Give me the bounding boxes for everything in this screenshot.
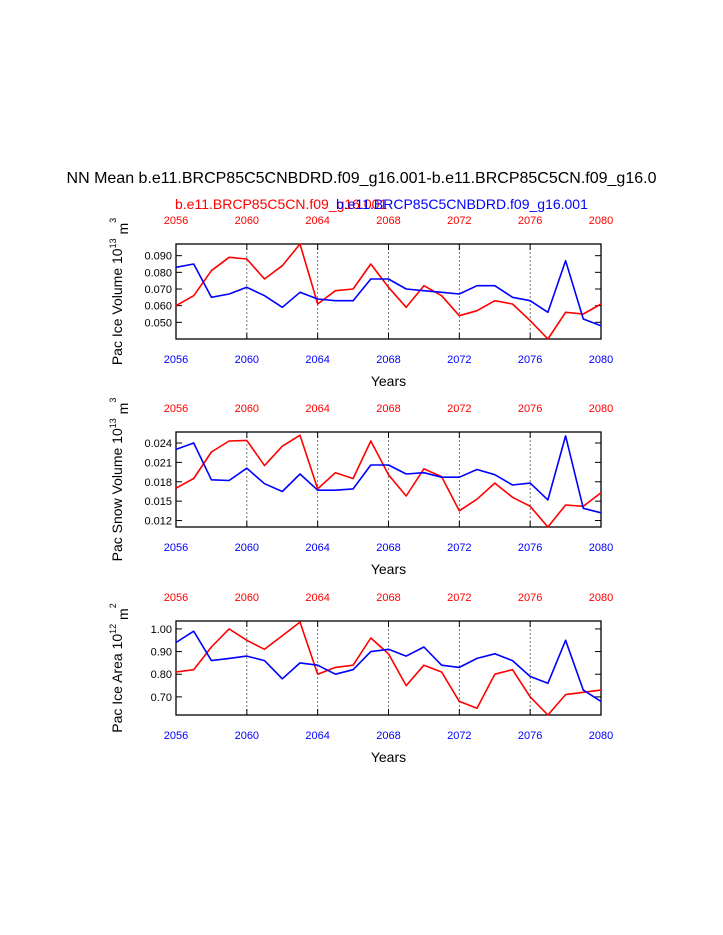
x-tick-label-top: 2076	[518, 215, 542, 227]
series-line-red	[175, 434, 602, 528]
y-axis-title: Pac Ice Area 1012 m2	[108, 603, 131, 732]
y-tick-label: 0.090	[144, 251, 172, 263]
subtitle-red-series: b.e11.BRCP85C5CN.f09_g16.001	[175, 196, 388, 212]
x-tick-label-top: 2060	[235, 403, 259, 415]
x-tick-label-bottom: 2060	[235, 354, 259, 366]
x-tick-label-bottom: 2060	[235, 542, 259, 554]
x-tick-label-bottom: 2056	[164, 542, 188, 554]
x-tick-label-bottom: 2068	[376, 542, 400, 554]
x-tick-label-top: 2072	[447, 403, 471, 415]
y-tick-label: 0.080	[144, 267, 172, 279]
x-tick-label-top: 2072	[447, 215, 471, 227]
y-tick-label: 0.80	[151, 669, 172, 681]
y-tick-label: 0.012	[144, 516, 172, 528]
chart-title: NN Mean b.e11.BRCP85C5CNBDRD.f09_g16.001…	[66, 170, 657, 187]
x-tick-label-bottom: 2076	[518, 542, 542, 554]
x-tick-label-bottom: 2068	[376, 354, 400, 366]
series-line-red	[175, 621, 602, 716]
x-tick-label-bottom: 2064	[305, 542, 329, 554]
x-tick-label-top: 2072	[447, 592, 471, 604]
x-tick-label-bottom: 2060	[235, 730, 259, 742]
x-tick-label-top: 2056	[164, 592, 188, 604]
x-tick-label-bottom: 2064	[305, 354, 329, 366]
x-tick-label-bottom: 2064	[305, 730, 329, 742]
x-tick-label-bottom: 2080	[589, 542, 613, 554]
x-tick-label-top: 2076	[518, 592, 542, 604]
y-tick-label: 0.021	[144, 457, 172, 469]
x-tick-label-bottom: 2076	[518, 354, 542, 366]
x-tick-label-top: 2064	[305, 592, 329, 604]
x-tick-label-bottom: 2072	[447, 730, 471, 742]
y-tick-label: 0.70	[151, 692, 172, 704]
panel-1: 0.050 0.060 0.070 0.080 0.090 2056 2056 2060 206…	[108, 215, 613, 389]
y-tick-label: 0.024	[144, 438, 172, 450]
x-tick-label-bottom: 2068	[376, 730, 400, 742]
x-tick-label-bottom: 2072	[447, 354, 471, 366]
y-axis-title: Pac Snow Volume 1013 m3	[108, 398, 131, 562]
panel-3: 0.70 0.80 0.90 1.00 2056 2056 2060 2060 2064 2064…	[108, 592, 613, 765]
x-tick-label-bottom: 2072	[447, 542, 471, 554]
series-line-blue	[175, 435, 602, 514]
y-axis-title: Pac Ice Volume 1013 m3	[108, 218, 131, 365]
x-axis-title: Years	[371, 561, 406, 577]
x-tick-label-top: 2080	[589, 592, 613, 604]
x-tick-label-top: 2068	[376, 592, 400, 604]
x-tick-label-top: 2060	[235, 592, 259, 604]
x-tick-label-top: 2064	[305, 403, 329, 415]
x-tick-label-top: 2056	[164, 403, 188, 415]
panel-2: 0.012 0.015 0.018 0.021 0.024 2056 2056 2060 206…	[108, 398, 613, 577]
y-tick-label: 0.050	[144, 317, 172, 329]
x-tick-label-top: 2080	[589, 403, 613, 415]
y-tick-label: 0.018	[144, 477, 172, 489]
x-tick-label-top: 2080	[589, 215, 613, 227]
series-line-blue	[175, 630, 602, 703]
x-axis-title: Years	[371, 749, 406, 765]
x-tick-label-top: 2068	[376, 403, 400, 415]
x-tick-label-top: 2060	[235, 215, 259, 227]
x-tick-label-bottom: 2056	[164, 354, 188, 366]
subtitle-blue-series: b.e11.BRCP85C5CNBDRD.f09_g16.001	[336, 196, 588, 212]
x-tick-label-top: 2056	[164, 215, 188, 227]
series-line-red	[175, 243, 602, 340]
x-tick-label-bottom: 2080	[589, 730, 613, 742]
x-tick-label-top: 2064	[305, 215, 329, 227]
x-tick-label-top: 2076	[518, 403, 542, 415]
x-tick-label-bottom: 2076	[518, 730, 542, 742]
series-line-blue	[175, 259, 602, 327]
x-tick-label-top: 2068	[376, 215, 400, 227]
y-tick-label: 0.90	[151, 647, 172, 659]
y-tick-label: 0.015	[144, 496, 172, 508]
x-axis-title: Years	[371, 373, 406, 389]
y-tick-label: 0.070	[144, 284, 172, 296]
y-tick-label: 0.060	[144, 301, 172, 313]
x-tick-label-bottom: 2080	[589, 354, 613, 366]
y-tick-label: 1.00	[151, 624, 172, 636]
x-tick-label-bottom: 2056	[164, 730, 188, 742]
